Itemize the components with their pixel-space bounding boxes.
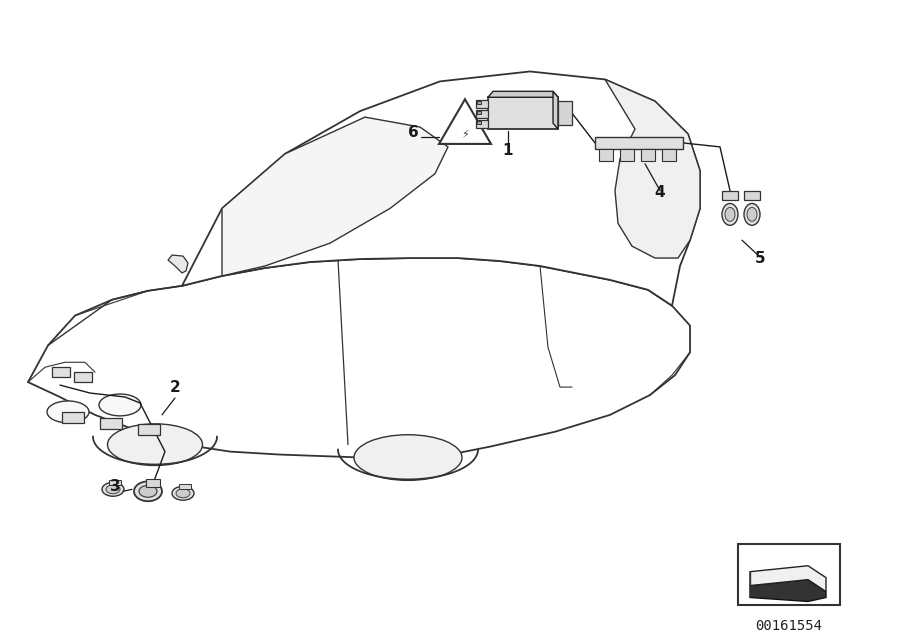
Polygon shape bbox=[558, 101, 572, 125]
Ellipse shape bbox=[354, 435, 462, 480]
Polygon shape bbox=[750, 566, 826, 591]
Polygon shape bbox=[146, 480, 160, 487]
Ellipse shape bbox=[747, 207, 757, 221]
Ellipse shape bbox=[47, 401, 89, 423]
Polygon shape bbox=[28, 258, 690, 459]
Ellipse shape bbox=[102, 482, 124, 496]
Polygon shape bbox=[476, 110, 488, 118]
Polygon shape bbox=[476, 120, 488, 128]
Text: ⚡: ⚡ bbox=[461, 130, 469, 140]
Polygon shape bbox=[109, 480, 121, 485]
Polygon shape bbox=[477, 121, 481, 124]
Text: 6: 6 bbox=[408, 125, 418, 140]
Polygon shape bbox=[722, 191, 738, 200]
Ellipse shape bbox=[107, 424, 202, 466]
Text: 5: 5 bbox=[755, 251, 765, 266]
Polygon shape bbox=[620, 149, 634, 161]
Text: 3: 3 bbox=[110, 480, 121, 494]
Polygon shape bbox=[179, 485, 191, 489]
Polygon shape bbox=[476, 100, 488, 108]
Ellipse shape bbox=[744, 204, 760, 225]
Polygon shape bbox=[477, 111, 481, 114]
Polygon shape bbox=[182, 71, 700, 306]
Ellipse shape bbox=[725, 207, 735, 221]
Polygon shape bbox=[599, 149, 613, 161]
Ellipse shape bbox=[99, 394, 141, 416]
Polygon shape bbox=[138, 424, 160, 435]
Polygon shape bbox=[74, 372, 92, 382]
Polygon shape bbox=[488, 92, 558, 97]
Text: 00161554: 00161554 bbox=[755, 619, 823, 633]
Polygon shape bbox=[100, 418, 122, 429]
Text: 2: 2 bbox=[169, 380, 180, 395]
Text: 1: 1 bbox=[503, 143, 513, 158]
Ellipse shape bbox=[139, 485, 157, 497]
Ellipse shape bbox=[106, 485, 120, 494]
Polygon shape bbox=[439, 99, 491, 144]
Text: 4: 4 bbox=[654, 184, 665, 200]
Polygon shape bbox=[168, 255, 188, 273]
Polygon shape bbox=[62, 412, 84, 423]
Polygon shape bbox=[605, 80, 700, 258]
Polygon shape bbox=[553, 92, 558, 129]
Polygon shape bbox=[641, 149, 655, 161]
Polygon shape bbox=[222, 117, 448, 276]
Polygon shape bbox=[750, 579, 826, 602]
Polygon shape bbox=[488, 97, 558, 129]
Polygon shape bbox=[738, 544, 840, 605]
Ellipse shape bbox=[176, 489, 190, 498]
Polygon shape bbox=[477, 101, 481, 104]
Polygon shape bbox=[744, 191, 760, 200]
Polygon shape bbox=[595, 137, 683, 149]
Ellipse shape bbox=[172, 487, 194, 501]
Polygon shape bbox=[662, 149, 676, 161]
Ellipse shape bbox=[722, 204, 738, 225]
Ellipse shape bbox=[134, 481, 162, 501]
Polygon shape bbox=[52, 367, 70, 377]
